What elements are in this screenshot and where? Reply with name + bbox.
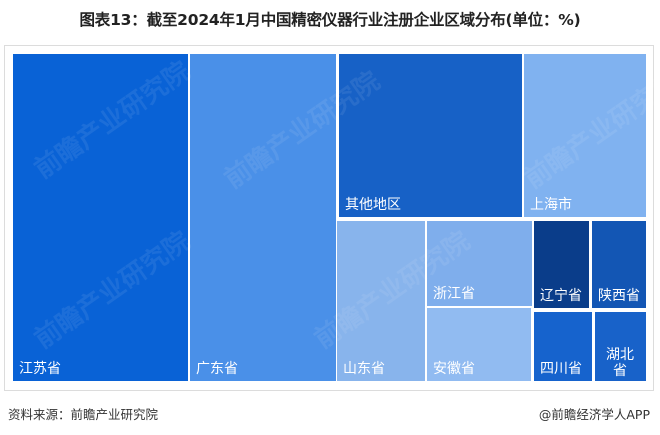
tile-shandong: 山东省 bbox=[337, 221, 425, 381]
tile-label: 陕西省 bbox=[598, 288, 640, 304]
tile-liaoning: 辽宁省 bbox=[534, 221, 589, 308]
source-note: 资料来源：前瞻产业研究院 bbox=[8, 407, 159, 422]
tile-guangdong: 广东省 bbox=[190, 54, 336, 381]
tile-label: 浙江省 bbox=[433, 286, 475, 302]
tile-label: 山东省 bbox=[343, 361, 385, 377]
tile-anhui: 安徽省 bbox=[427, 308, 531, 381]
tile-other-regions: 其他地区 bbox=[339, 54, 522, 217]
tile-label: 安徽省 bbox=[433, 361, 475, 377]
tile-label: 四川省 bbox=[540, 361, 582, 377]
tile-shanghai: 上海市 bbox=[524, 54, 646, 217]
tile-shaanxi: 陕西省 bbox=[592, 221, 646, 308]
tile-zhejiang: 浙江省 bbox=[427, 221, 532, 306]
tile-sichuan: 四川省 bbox=[534, 312, 592, 381]
tile-label: 广东省 bbox=[196, 361, 238, 377]
tile-label: 辽宁省 bbox=[540, 288, 582, 304]
credit-note: @前瞻经济学人APP bbox=[538, 407, 650, 422]
tile-label: 其他地区 bbox=[345, 197, 401, 213]
tile-label: 江苏省 bbox=[19, 361, 61, 377]
tile-label: 湖北省 bbox=[606, 347, 634, 379]
chart-title: 图表13：截至2024年1月中国精密仪器行业注册企业区域分布(单位：%) bbox=[79, 11, 581, 29]
tile-hubei: 湖北省 bbox=[595, 312, 646, 381]
tile-jiangsu: 江苏省 bbox=[13, 54, 188, 381]
tile-label: 上海市 bbox=[530, 197, 572, 213]
